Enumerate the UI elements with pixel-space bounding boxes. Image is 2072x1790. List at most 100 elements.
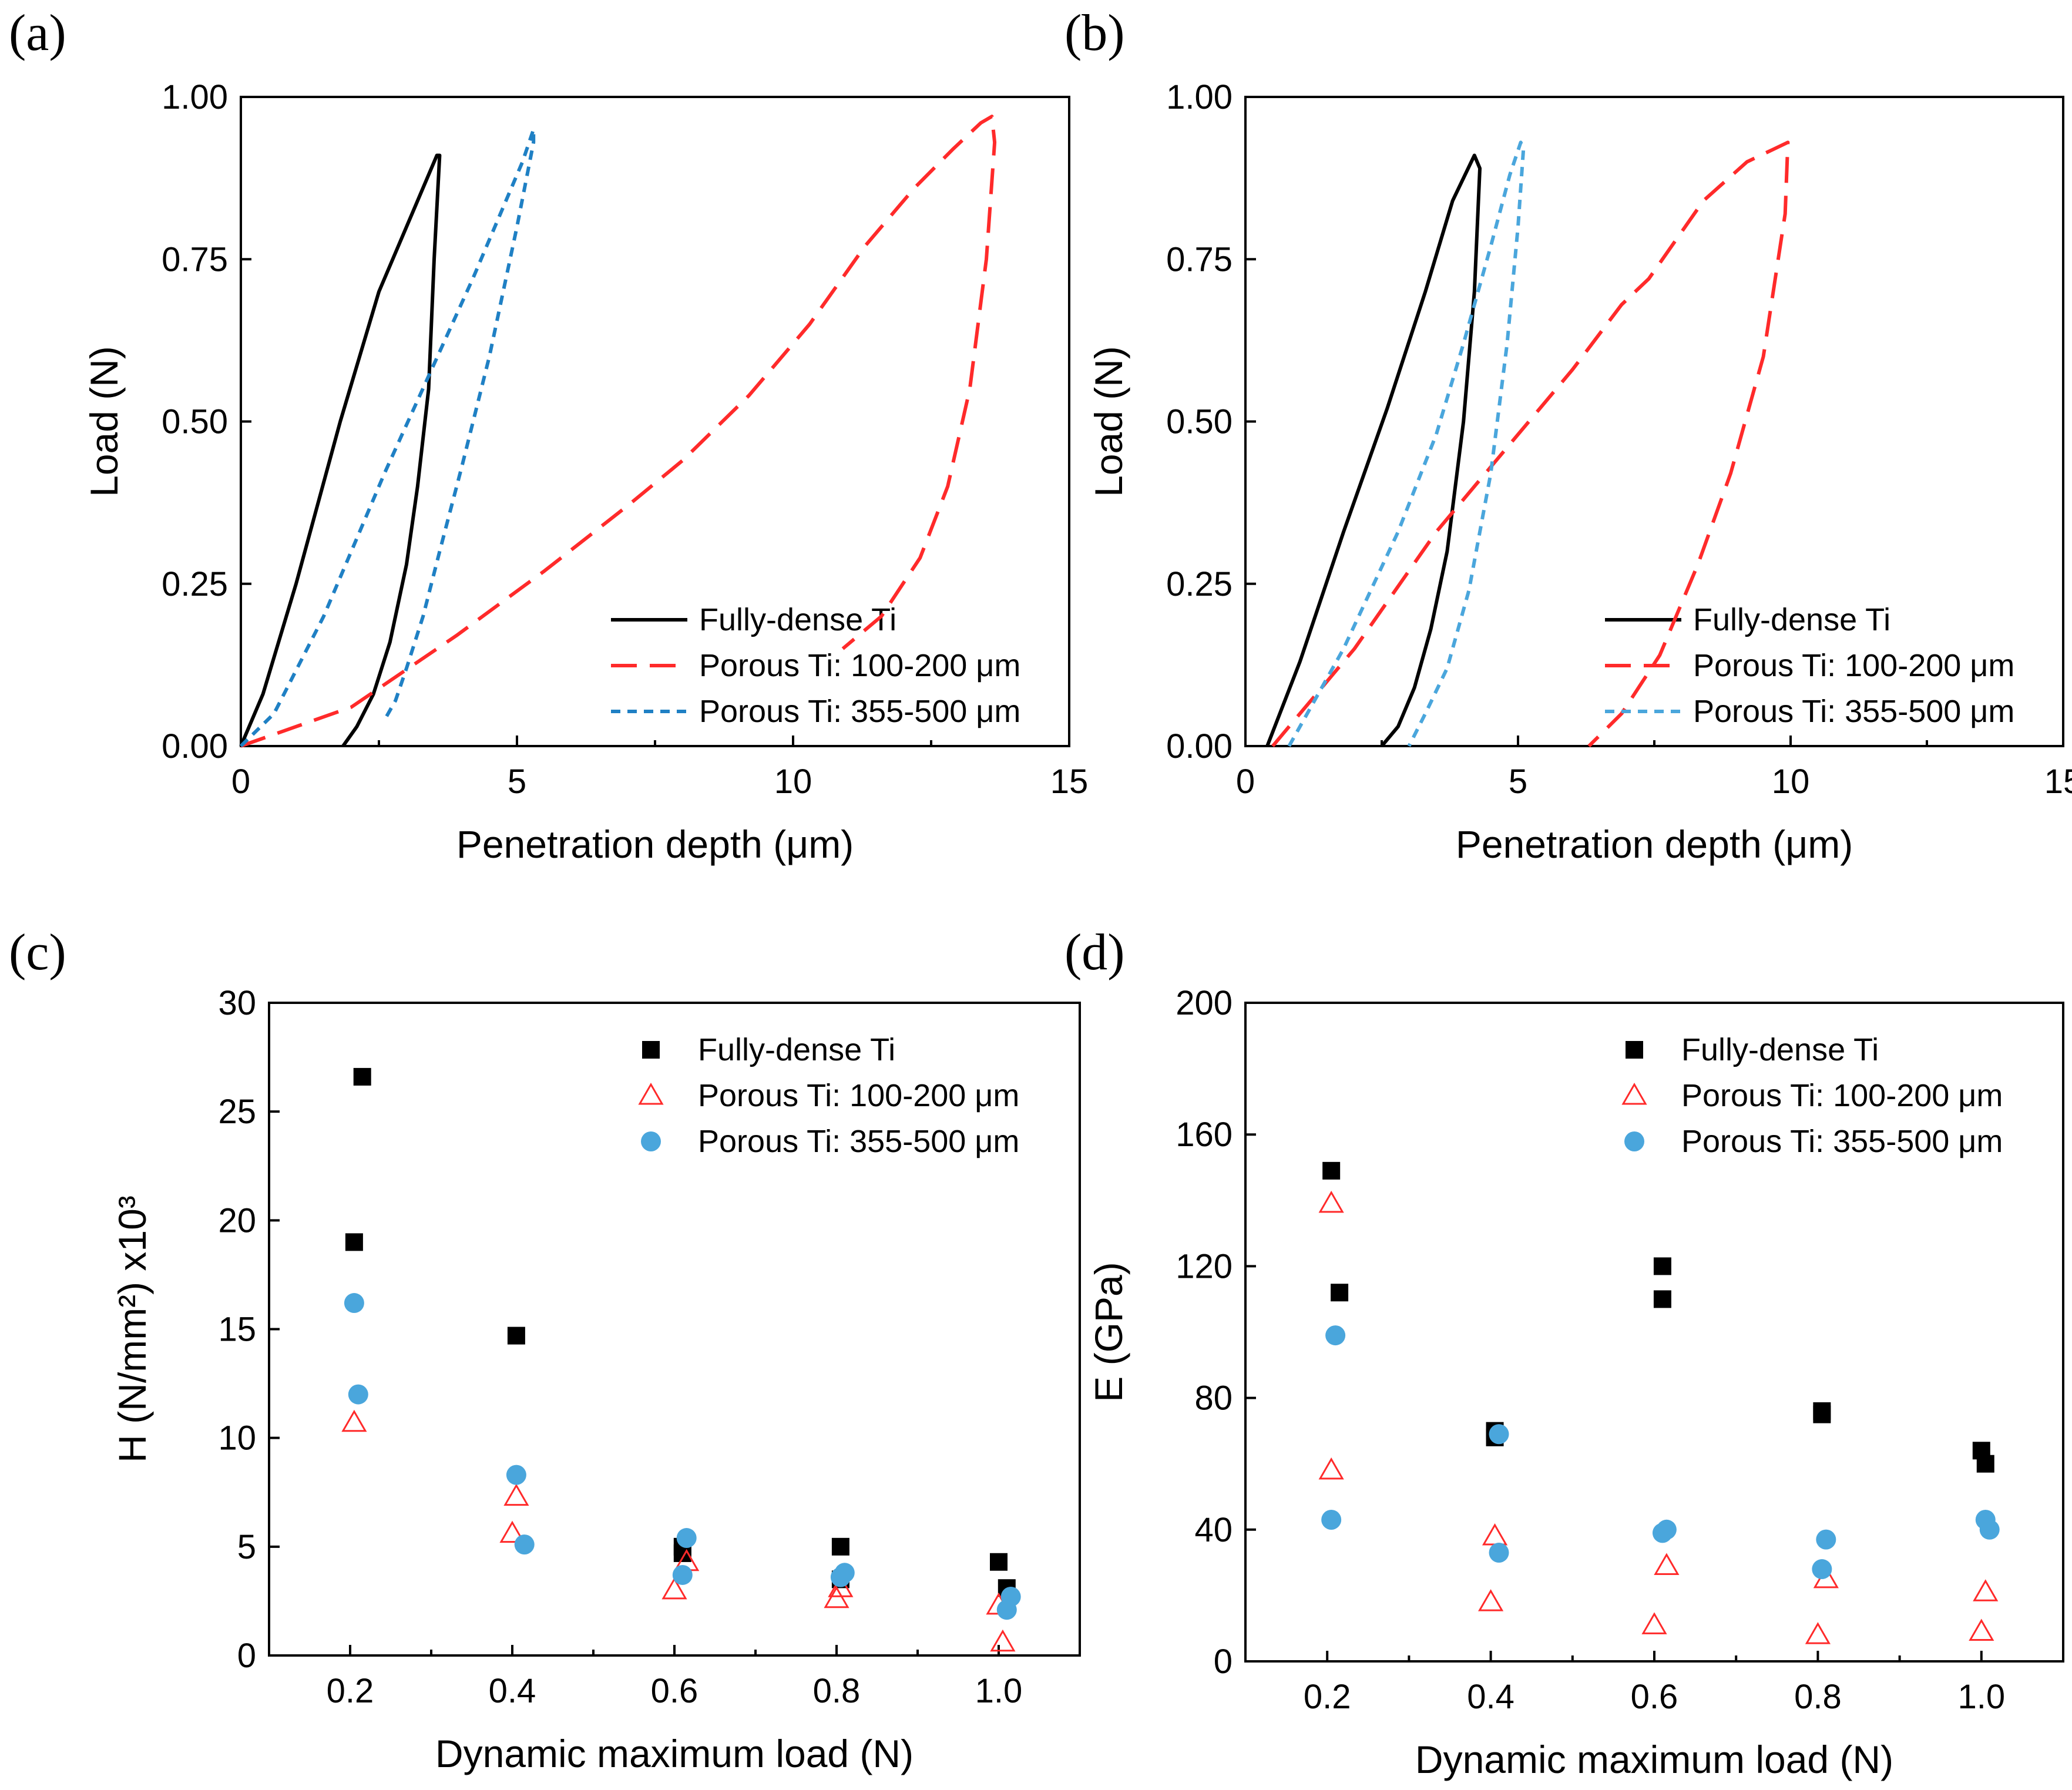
series-line: [1265, 153, 1482, 747]
data-point-circle: [996, 1600, 1017, 1620]
x-tick-label: 5: [508, 763, 526, 801]
data-point-triangle: [1318, 1190, 1344, 1213]
y-tick-label: 200: [1176, 984, 1233, 1022]
data-point-circle: [1816, 1529, 1836, 1550]
data-point-circle: [1489, 1543, 1509, 1563]
data-point-circle: [1325, 1325, 1346, 1346]
legend-swatch: [641, 1131, 661, 1151]
data-point-circle: [830, 1567, 851, 1587]
x-tick-label: 0.2: [1304, 1678, 1351, 1716]
series-1: [1265, 153, 1482, 747]
y-tick-label: 0.00: [162, 727, 228, 765]
data-point-square: [1813, 1405, 1831, 1423]
data-point-triangle: [1654, 1553, 1680, 1575]
series-line: [239, 153, 442, 747]
legend-label: Porous Ti: 100-200 μm: [1693, 648, 2014, 683]
x-axis-title: Penetration depth (μm): [1456, 822, 1853, 866]
data-point-square: [1331, 1284, 1349, 1302]
x-tick-label: 0.6: [1631, 1678, 1678, 1716]
data-point-triangle: [1478, 1589, 1504, 1611]
data-point-square: [990, 1553, 1008, 1571]
data-point-triangle: [1969, 1618, 1994, 1641]
chart-2: (b) 0 5 10 15 0.00 0.25 0.50 0.75 1.00 Penetration…: [1064, 5, 2072, 866]
x-tick-label: 0: [231, 763, 250, 801]
y-tick-label: 0.25: [1166, 565, 1233, 603]
y-tick-label: 20: [218, 1201, 256, 1240]
y-tick-label: 120: [1176, 1247, 1233, 1285]
x-tick-label: 10: [1772, 763, 1810, 801]
x-tick-label: 0.4: [489, 1672, 536, 1710]
data-point-triangle: [1482, 1523, 1508, 1546]
data-point-triangle: [341, 1409, 367, 1432]
data-point-square: [1976, 1455, 1994, 1473]
legend-label: Porous Ti: 100-200 μm: [698, 1078, 1019, 1113]
y-tick-label: 0.00: [1166, 727, 1233, 765]
data-point-triangle: [990, 1629, 1016, 1652]
x-tick-label: 0: [1236, 763, 1255, 801]
chart-3: (c) 0.2 0.4 0.6 0.8 1.0 0 5 10 15 20 25 30 Dynamic ma…: [9, 924, 1081, 1775]
series-line: [1287, 140, 1526, 747]
data-point-circle: [676, 1528, 697, 1549]
y-tick-label: 15: [218, 1311, 256, 1349]
chart-4: (d) 0.2 0.4 0.6 0.8 1.0 0 40 80 120 160 200 Dynamic …: [1064, 924, 2064, 1781]
y-tick-label: 0.50: [1166, 403, 1233, 441]
data-point-square: [1626, 1041, 1643, 1059]
legend-swatch: [638, 1082, 664, 1105]
x-tick-label: 1.0: [975, 1672, 1023, 1710]
chart-1: (a) 0 5 10 15 0.00 0.25 0.50 0.75 1.00 Penetration…: [9, 5, 1088, 866]
data-point-triangle: [499, 1520, 525, 1543]
series-3: [1287, 140, 1526, 747]
data-point-triangle: [824, 1586, 849, 1608]
x-tick-label: 0.6: [651, 1672, 698, 1710]
y-tick-label: 0.25: [162, 565, 228, 603]
data-point-triangle: [503, 1483, 529, 1506]
legend-label: Porous Ti: 355-500 μm: [1693, 694, 2014, 729]
legend-label: Porous Ti: 100-200 μm: [699, 648, 1020, 683]
y-tick-label: 1.00: [1166, 78, 1233, 116]
legend-label: Porous Ti: 355-500 μm: [699, 694, 1020, 729]
y-axis-title: H (N/mm²) x10³: [110, 1195, 154, 1463]
y-axis-title: E (GPa): [1087, 1262, 1130, 1402]
series-line: [1271, 140, 1790, 748]
data-point-triangle: [661, 1577, 687, 1600]
y-axis-title: Load (N): [1087, 346, 1130, 497]
y-tick-label: 80: [1194, 1379, 1233, 1418]
x-tick-label: 0.8: [813, 1672, 861, 1710]
series-1: [1322, 1161, 1994, 1473]
data-point-square: [1322, 1161, 1341, 1180]
legend-label: Porous Ti: 355-500 μm: [1681, 1124, 2003, 1159]
y-tick-label: 0.75: [162, 240, 228, 278]
series-1: [239, 153, 442, 747]
panel-label: (b): [1064, 5, 1125, 62]
y-tick-label: 5: [237, 1528, 256, 1566]
data-point-square: [1653, 1257, 1671, 1275]
data-point-circle: [641, 1131, 661, 1151]
data-point-triangle: [1621, 1082, 1647, 1105]
data-point-circle: [1321, 1509, 1342, 1530]
x-tick-label: 0.4: [1467, 1678, 1514, 1716]
y-axis-title: Load (N): [82, 346, 126, 497]
x-axis-title: Penetration depth (μm): [456, 822, 854, 866]
data-point-circle: [348, 1384, 368, 1405]
data-point-square: [1653, 1290, 1671, 1308]
y-tick-label: 30: [218, 984, 256, 1022]
data-point-triangle: [1641, 1612, 1667, 1634]
data-point-circle: [1489, 1424, 1509, 1445]
y-tick-label: 25: [218, 1093, 256, 1131]
data-point-circle: [1979, 1519, 2000, 1540]
data-point-square: [507, 1326, 525, 1345]
y-tick-label: 0.50: [162, 403, 228, 441]
series-3: [1321, 1325, 2000, 1580]
data-point-circle: [672, 1564, 693, 1585]
series-2: [341, 1409, 1016, 1652]
y-tick-label: 0: [1214, 1643, 1233, 1681]
data-point-square: [831, 1537, 849, 1556]
data-point-square: [353, 1067, 371, 1086]
legend-swatch: [1621, 1082, 1647, 1105]
data-point-circle: [1624, 1131, 1644, 1151]
legend-label: Fully-dense Ti: [1693, 602, 1890, 637]
data-point-triangle: [1805, 1622, 1831, 1644]
x-tick-label: 10: [774, 763, 812, 801]
series-2: [240, 115, 997, 748]
data-point-circle: [514, 1534, 535, 1555]
